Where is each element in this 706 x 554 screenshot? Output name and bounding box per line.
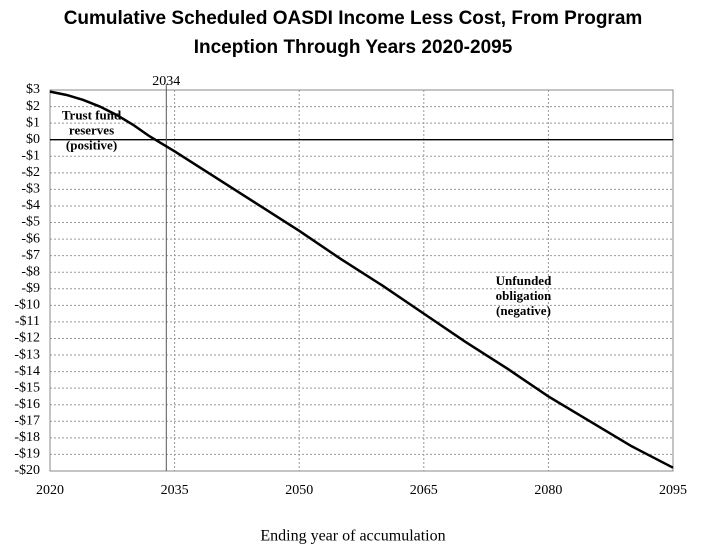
x-tick-label: 2050 <box>285 483 313 498</box>
y-tick-label: -$14 <box>14 364 40 379</box>
x-axis-label: Ending year of accumulation <box>260 528 445 545</box>
annotation: reserves <box>69 122 114 137</box>
x-tick-label: 2095 <box>659 483 687 498</box>
x-tick-label: 2020 <box>36 483 64 498</box>
y-tick-label: $1 <box>26 115 40 130</box>
data-line <box>49 90 674 469</box>
y-tick-label: -$9 <box>21 281 40 296</box>
y-tick-label: -$12 <box>14 331 40 346</box>
y-tick-label: -$11 <box>15 314 40 329</box>
annotation: (positive) <box>66 137 117 152</box>
y-tick-label: -$3 <box>21 182 40 197</box>
y-tick-label: -$19 <box>14 447 40 462</box>
annotation: obligation <box>496 288 552 303</box>
y-tick-label: -$13 <box>14 347 40 362</box>
y-tick-label: -$8 <box>21 264 40 279</box>
y-tick-label: $0 <box>26 132 40 147</box>
chart-title: Cumulative Scheduled OASDI Income Less C… <box>63 8 643 58</box>
y-tick-label: -$20 <box>14 463 40 478</box>
plot-frame <box>49 89 674 472</box>
y-tick-label: -$2 <box>21 165 40 180</box>
annotation: (negative) <box>496 303 551 318</box>
y-tick-label: $3 <box>26 82 40 97</box>
y-tick-label: -$15 <box>14 380 40 395</box>
y-tick-label: -$18 <box>14 430 40 445</box>
reference-label: 2034 <box>152 74 180 89</box>
annotation: Unfunded <box>496 273 552 288</box>
x-tick-label: 2035 <box>161 483 189 498</box>
x-tick-label: 2080 <box>534 483 562 498</box>
y-tick-label: -$6 <box>21 231 40 246</box>
y-tick-label: -$16 <box>14 397 40 412</box>
x-tick-label: 2065 <box>410 483 438 498</box>
title-box: Cumulative Scheduled OASDI Income Less C… <box>0 4 706 62</box>
y-tick-label: -$1 <box>21 148 40 163</box>
y-tick-label: -$7 <box>21 248 40 263</box>
annotation: Trust fund <box>62 107 122 122</box>
y-tick-label: -$4 <box>21 198 40 213</box>
y-tick-label: -$10 <box>14 298 40 313</box>
y-tick-label: -$5 <box>21 215 40 230</box>
y-tick-label: $2 <box>26 99 40 114</box>
y-tick-label: -$17 <box>14 414 40 429</box>
